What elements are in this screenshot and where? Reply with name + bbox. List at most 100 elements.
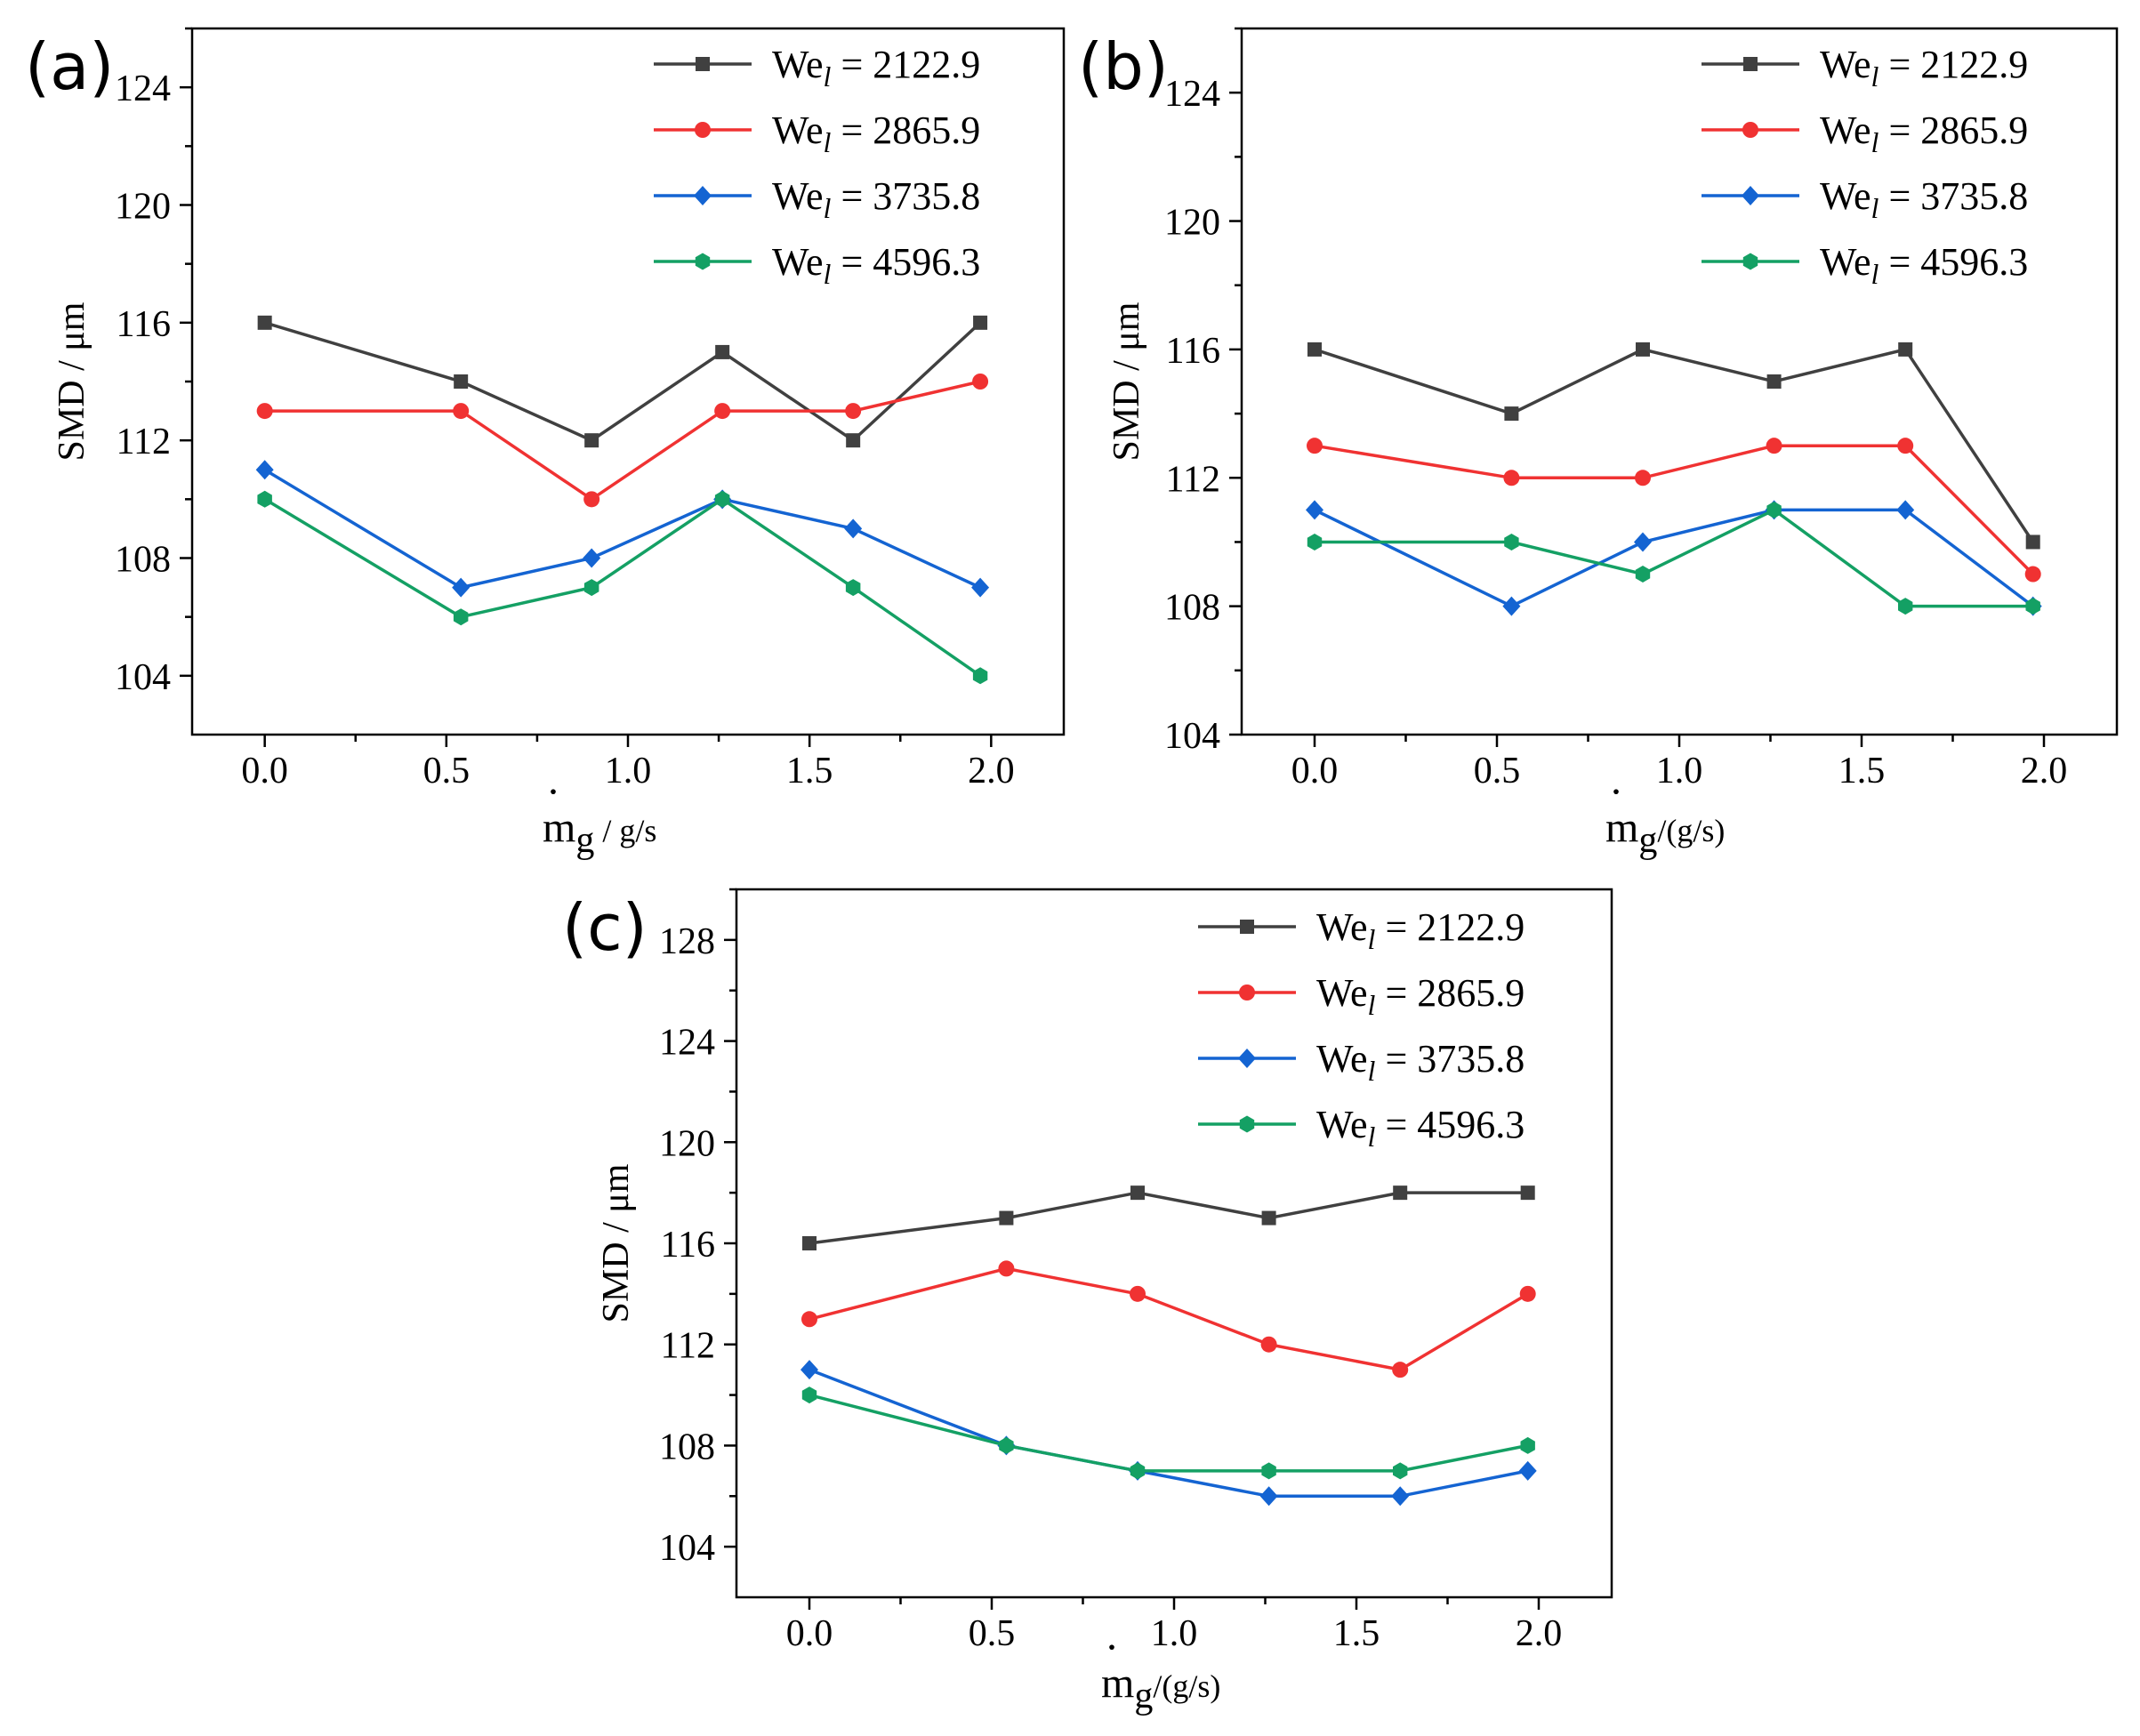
- x-tick-label: 0.5: [423, 751, 471, 792]
- data-point: [715, 344, 730, 359]
- legend-value: = 3735.8: [1375, 1037, 1525, 1081]
- legend-marker: [1239, 1115, 1255, 1133]
- legend-subscript: l: [1368, 1121, 1376, 1153]
- x-axis-title: mg/(g/s): [1605, 804, 1725, 861]
- legend-value: = 4596.3: [831, 240, 980, 284]
- x-axis-dot: ·: [1609, 768, 1623, 816]
- legend-name: We: [772, 43, 824, 86]
- legend-value: = 2865.9: [831, 108, 980, 152]
- legend-marker: [695, 122, 711, 138]
- legend-marker: [694, 186, 712, 205]
- y-tick-label: 112: [1166, 459, 1220, 500]
- legend-marker: [696, 57, 710, 71]
- data-point: [1635, 566, 1651, 583]
- legend-entry: Wel = 3735.8: [1316, 1037, 1525, 1087]
- data-point: [1504, 534, 1519, 551]
- y-tick-label: 128: [659, 921, 715, 962]
- series-1: [1307, 342, 2040, 550]
- legend-name: We: [1316, 1037, 1368, 1081]
- series-1: [257, 315, 988, 448]
- x-axis-unit: / g/s: [594, 813, 656, 848]
- legend-subscript: l: [824, 192, 832, 224]
- y-tick-label: 112: [117, 422, 171, 462]
- data-point: [845, 403, 862, 420]
- data-point: [714, 403, 731, 420]
- data-point: [1261, 1210, 1276, 1226]
- legend-entry: Wel = 2122.9: [1820, 43, 2028, 92]
- data-point: [1130, 1185, 1145, 1201]
- legend-entry: Wel = 4596.3: [1820, 240, 2028, 290]
- x-axis-subscript: g: [575, 820, 594, 861]
- x-axis-symbol: m: [1101, 1660, 1134, 1707]
- data-point: [1503, 470, 1520, 486]
- y-tick-label: 124: [659, 1023, 715, 1064]
- legend-entry: Wel = 2122.9: [772, 43, 980, 92]
- x-tick-label: 1.0: [605, 751, 652, 792]
- data-point: [2025, 598, 2040, 615]
- x-tick-label: 2.0: [968, 751, 1015, 792]
- data-point: [1766, 501, 1782, 518]
- data-point: [1897, 438, 1914, 454]
- legend-name: We: [772, 240, 824, 284]
- legend-value: = 4596.3: [1879, 240, 2028, 284]
- y-tick-label: 124: [115, 68, 171, 109]
- series-2: [801, 1260, 1536, 1378]
- legend-name: We: [1820, 240, 1871, 284]
- legend-marker: [1238, 1049, 1256, 1068]
- data-point: [1634, 532, 1652, 552]
- data-point: [972, 667, 988, 685]
- data-point: [973, 315, 988, 330]
- x-axis-dot: ·: [546, 768, 560, 816]
- data-point: [1502, 596, 1521, 616]
- x-tick-label: 1.0: [1656, 751, 1703, 792]
- data-point: [255, 460, 274, 480]
- data-point: [453, 608, 469, 626]
- data-point: [1896, 500, 1915, 520]
- x-tick-label: 1.0: [1151, 1613, 1198, 1654]
- data-point: [583, 548, 601, 568]
- panel-label: (a): [25, 29, 114, 104]
- series-line: [1314, 444, 2034, 575]
- y-tick-label: 104: [659, 1528, 715, 1569]
- y-axis-title: SMD / μm: [52, 301, 93, 461]
- series-4: [801, 1386, 1535, 1480]
- series-2: [1307, 438, 2041, 583]
- data-point: [1520, 1185, 1535, 1201]
- x-tick-label: 0.0: [241, 751, 288, 792]
- x-tick-label: 1.5: [1838, 751, 1886, 792]
- legend-entry: Wel = 3735.8: [1820, 174, 2028, 224]
- series-line: [809, 1368, 1529, 1499]
- legend-subscript: l: [1368, 1055, 1376, 1087]
- x-axis-dot: ·: [1105, 1624, 1119, 1671]
- data-point: [1766, 374, 1782, 389]
- legend-entry: Wel = 3735.8: [772, 174, 980, 224]
- data-point: [453, 403, 470, 420]
- y-tick-label: 116: [117, 304, 171, 345]
- chart-panel-b: 0.0 0.5 1.0 1.5 2.0 104 108 112 116 120 124(b) SMD …: [1078, 27, 2119, 861]
- legend-name: We: [1316, 1103, 1368, 1146]
- data-point: [1392, 1362, 1409, 1378]
- series-4: [1307, 501, 2040, 615]
- data-point: [1898, 342, 1913, 357]
- legend-value: = 3735.8: [1879, 174, 2028, 218]
- series-line: [809, 1191, 1528, 1245]
- legend-subscript: l: [824, 258, 832, 290]
- legend-marker: [1240, 920, 1254, 934]
- legend-entry: Wel = 4596.3: [1316, 1103, 1525, 1153]
- legend-value: = 2865.9: [1375, 971, 1525, 1015]
- x-tick-label: 2.0: [1516, 1613, 1563, 1654]
- legend-entry: Wel = 2865.9: [1316, 971, 1525, 1021]
- x-axis-symbol: m: [543, 804, 575, 851]
- legend-subscript: l: [1368, 989, 1376, 1021]
- legend-name: We: [1820, 43, 1871, 86]
- series-line: [1314, 508, 2034, 608]
- legend-subscript: l: [1871, 126, 1879, 158]
- x-axis-unit: /(g/s): [1153, 1668, 1220, 1704]
- y-tick-label: 120: [115, 187, 171, 228]
- series-line: [264, 321, 982, 443]
- data-point: [1898, 598, 1913, 615]
- data-point: [584, 433, 599, 448]
- legend-name: We: [1820, 108, 1871, 152]
